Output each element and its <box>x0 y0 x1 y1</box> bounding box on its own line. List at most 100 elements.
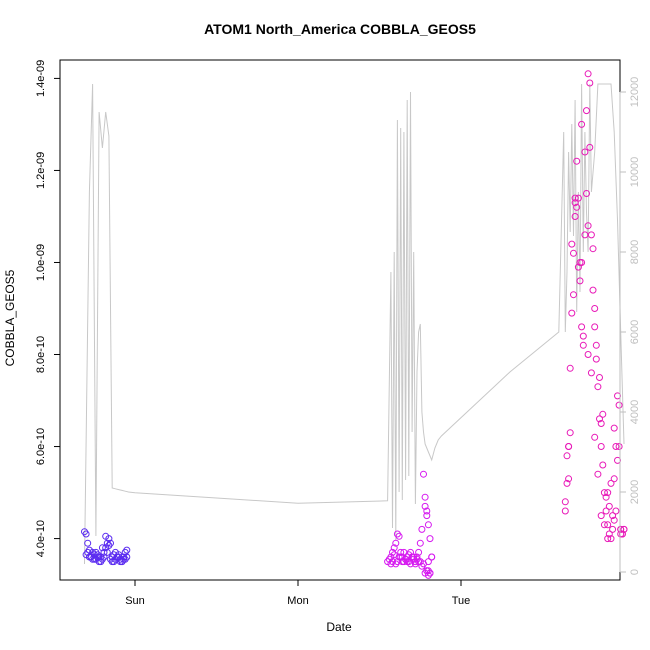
data-point <box>612 507 620 515</box>
data-point <box>584 351 592 358</box>
y-left-tick-label: 1.0e-09 <box>35 244 47 281</box>
data-point <box>82 530 90 538</box>
data-point <box>600 521 608 529</box>
data-point <box>602 493 610 501</box>
y-right-tick-label: 10000 <box>629 157 641 188</box>
data-point <box>563 452 571 460</box>
y-right-tick-label: 2000 <box>629 480 641 504</box>
data-point <box>599 461 607 469</box>
y-left-tick-label: 6.0e-10 <box>35 428 47 465</box>
data-point <box>591 433 599 441</box>
data-point <box>618 530 626 538</box>
data-point <box>113 553 121 561</box>
data-point <box>561 507 569 515</box>
data-point <box>579 341 587 349</box>
data-point <box>390 544 398 552</box>
data-point <box>591 323 599 331</box>
data-point <box>578 120 586 128</box>
data-point <box>570 249 577 257</box>
data-point <box>584 70 592 78</box>
data-point <box>604 489 612 497</box>
data-point <box>609 525 617 533</box>
data-point <box>592 355 600 363</box>
data-point <box>594 470 602 478</box>
data-point <box>597 443 605 450</box>
data-point <box>583 190 590 197</box>
data-point <box>400 548 408 556</box>
data-point <box>592 341 600 349</box>
data-point <box>405 558 413 566</box>
data-point <box>90 555 98 563</box>
data-point <box>589 286 597 294</box>
y-left-tick-label: 8.0e-10 <box>35 336 47 373</box>
data-point <box>392 560 400 568</box>
y-left-tick-label: 1.2e-09 <box>35 152 47 189</box>
data-point <box>604 521 612 529</box>
data-point <box>576 259 584 266</box>
data-point <box>591 305 599 312</box>
data-point <box>107 555 114 563</box>
points-layer <box>81 70 628 579</box>
data-point <box>561 498 569 506</box>
x-axis: Sun Mon Tue <box>125 579 471 607</box>
data-point <box>97 558 105 566</box>
x-tick-label: Mon <box>287 595 308 607</box>
data-point <box>568 240 576 248</box>
x-tick-label: Tue <box>452 595 471 607</box>
data-point <box>615 401 623 409</box>
data-point <box>597 420 605 427</box>
data-point <box>395 532 403 540</box>
data-point <box>605 530 613 538</box>
data-point <box>607 535 615 543</box>
data-point <box>392 539 400 547</box>
data-point <box>589 245 597 253</box>
data-point <box>123 546 131 554</box>
data-point <box>84 548 92 556</box>
data-point <box>587 369 595 377</box>
data-point <box>566 364 574 372</box>
data-point <box>600 489 608 497</box>
data-point <box>570 291 577 299</box>
y-right-tick-label: 4000 <box>629 400 641 424</box>
data-point <box>102 532 110 540</box>
data-point <box>599 410 607 418</box>
data-point <box>566 429 574 437</box>
data-point <box>418 562 426 570</box>
x-axis-label: Date <box>326 620 352 634</box>
data-point <box>420 470 427 478</box>
data-point <box>602 507 610 515</box>
data-point <box>84 539 92 547</box>
data-point <box>407 548 414 556</box>
data-point <box>415 548 423 556</box>
data-point <box>573 203 581 211</box>
data-point <box>576 277 584 285</box>
data-point <box>424 558 432 566</box>
data-point <box>610 475 618 483</box>
data-point <box>574 263 582 271</box>
data-point <box>416 539 424 547</box>
data-point <box>581 231 589 239</box>
data-point <box>607 479 615 487</box>
data-point <box>424 521 432 529</box>
data-point <box>587 231 595 239</box>
y-right-tick-label: 0 <box>629 569 641 575</box>
x-tick-label: Sun <box>125 595 145 607</box>
data-point <box>571 213 579 220</box>
data-point <box>584 222 592 230</box>
data-point <box>421 502 429 510</box>
data-point <box>609 512 617 520</box>
data-point <box>596 415 603 423</box>
data-point <box>423 512 431 520</box>
data-point <box>571 194 579 202</box>
data-point <box>421 493 429 501</box>
data-point <box>586 143 594 151</box>
data-point <box>418 525 426 533</box>
data-point <box>395 553 403 561</box>
data-point <box>568 309 576 317</box>
data-point <box>597 512 605 520</box>
y-axis-left: 4.0e-10 6.0e-10 8.0e-10 1.0e-09 1.2e-09 1.4e-… <box>35 60 61 557</box>
data-point <box>98 544 106 552</box>
data-point <box>615 443 623 450</box>
data-point <box>581 148 589 156</box>
